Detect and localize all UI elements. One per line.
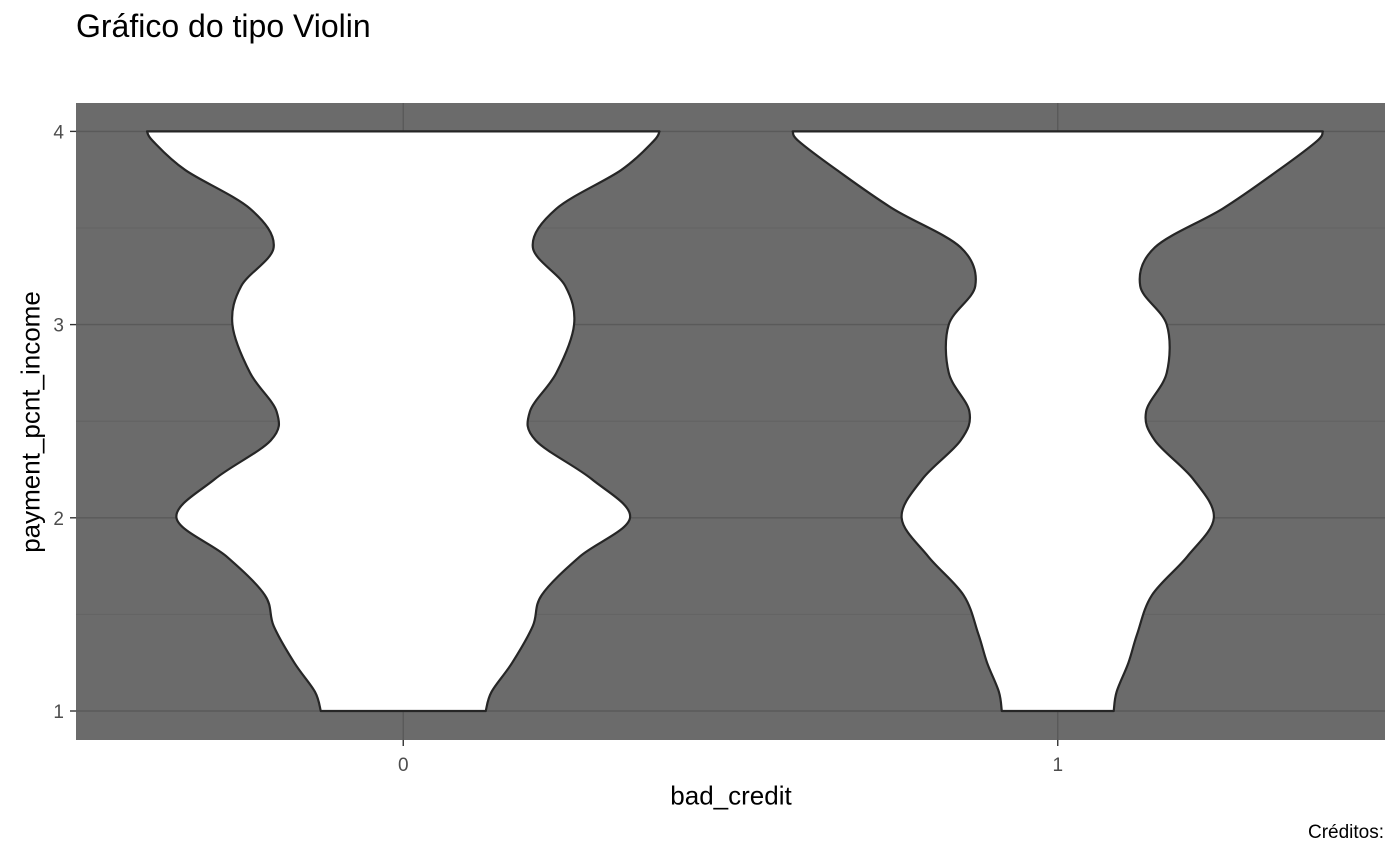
violins (145, 130, 1324, 713)
y-tick-label: 2 (53, 509, 64, 530)
y-tick-label: 4 (53, 122, 64, 143)
x-tick-label: 0 (398, 755, 409, 776)
x-axis-label: bad_credit (670, 780, 792, 811)
violin-0 (145, 130, 661, 713)
y-tick-label: 3 (53, 316, 64, 337)
chart-title: Gráfico do tipo Violin (76, 8, 371, 44)
y-tick-label: 1 (53, 702, 64, 723)
y-axis-label: payment_pcnt_income (15, 291, 46, 553)
x-tick-label: 1 (1052, 755, 1063, 776)
violin-1 (791, 130, 1324, 713)
caption: Créditos: (1307, 822, 1384, 843)
y-axis: 1 2 3 4 (53, 122, 76, 723)
